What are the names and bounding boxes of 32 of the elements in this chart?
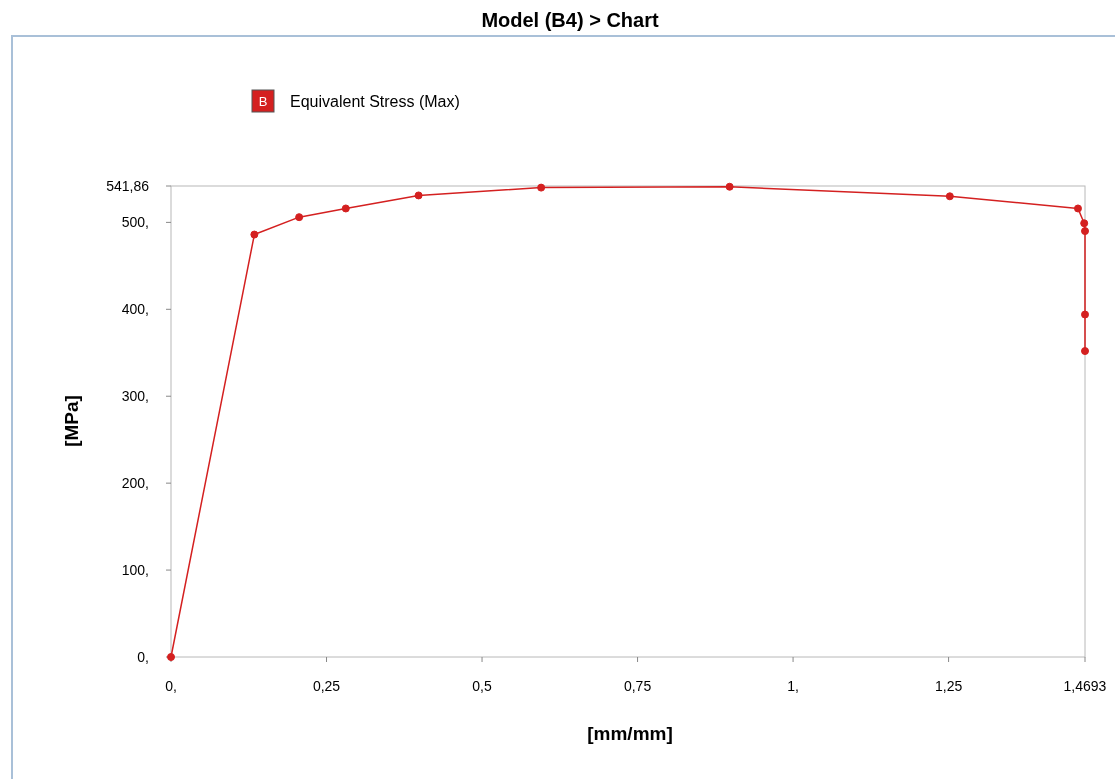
point [414, 191, 423, 200]
x-axis-title: [mm/mm] [587, 723, 673, 744]
y-tick-label: 400, [121, 301, 149, 318]
point [537, 183, 546, 192]
x-tick-label: 0, [165, 678, 177, 694]
y-tick-label: 500, [121, 214, 149, 231]
y-tick-label: 541,86 [106, 178, 150, 194]
point [1081, 227, 1089, 236]
point [945, 192, 954, 201]
x-tick-label: 1,4693 [1063, 678, 1107, 694]
point [1080, 219, 1089, 228]
point [1073, 204, 1082, 213]
y-tick-label: 200, [121, 475, 149, 492]
legend-label: Equivalent Stress (Max) [290, 93, 460, 110]
y-tick-label: 0, [137, 649, 149, 665]
x-tick-label: 1, [787, 678, 799, 694]
line-series [167, 182, 1089, 661]
y-axis-title: [MPa] [61, 395, 82, 447]
x-tick-label: 1,25 [934, 678, 963, 694]
x-tick-label: 0,75 [623, 678, 652, 694]
x-tick-label: 0,5 [472, 678, 492, 694]
point [1081, 347, 1089, 356]
point [341, 204, 350, 213]
point [725, 182, 734, 191]
x-tick-label: 0,25 [312, 678, 341, 694]
point [250, 230, 259, 239]
y-tick-label: 100, [121, 562, 149, 579]
chart-title: Model (B4) > Chart [481, 9, 659, 31]
y-tick-label: 300, [121, 388, 149, 405]
text: B [258, 94, 268, 109]
point [1081, 310, 1089, 319]
point [295, 213, 304, 222]
